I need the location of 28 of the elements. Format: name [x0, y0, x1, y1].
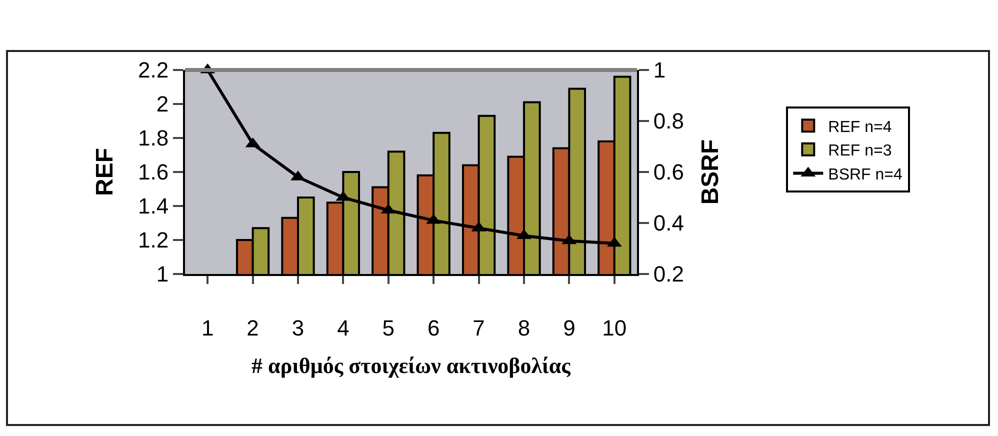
x-tick-label: 9 — [563, 315, 576, 340]
y2-axis-title: BSRF — [696, 139, 724, 205]
x-tick-label: 10 — [602, 315, 627, 340]
y-tick-label: 1.8 — [138, 126, 169, 151]
y2-tick-label: 0.8 — [653, 108, 684, 134]
y-axis-title: REF — [92, 148, 119, 196]
y2-tick-label: 0.6 — [653, 160, 684, 185]
x-tick-label: 1 — [201, 315, 214, 340]
y2-tick-label: 0.2 — [653, 262, 684, 287]
x-axis-title: # αριθμός στοιχείων ακτινοβολίας — [252, 352, 572, 378]
x-tick-label: 2 — [246, 315, 259, 340]
y2-tick-label: 0.4 — [653, 210, 684, 236]
y-tick-label: 2.2 — [138, 58, 169, 83]
x-tick-label: 5 — [382, 315, 395, 340]
x-tick-label: 7 — [472, 315, 485, 340]
y-tick-label: 2 — [156, 92, 169, 117]
y-tick-label: 1 — [156, 262, 169, 287]
y-tick-label: 1.4 — [138, 194, 169, 219]
legend-label: REF n=4 — [828, 118, 892, 136]
legend-label: BSRF n=4 — [828, 166, 903, 184]
y-tick-label: 1.6 — [138, 160, 169, 185]
legend-label: REF n=3 — [828, 142, 892, 160]
x-tick-label: 8 — [518, 315, 530, 340]
y2-tick-label: 1 — [653, 58, 666, 83]
y-tick-label: 1.2 — [138, 228, 169, 253]
x-tick-label: 3 — [292, 315, 304, 340]
x-tick-label: 4 — [337, 315, 350, 340]
x-tick-label: 6 — [427, 315, 440, 340]
